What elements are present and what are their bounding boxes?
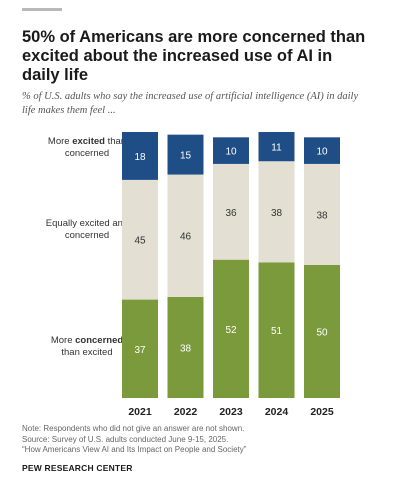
bar-segment-equal-2023 [213, 163, 249, 260]
x-tick-label-2021: 2021 [128, 406, 152, 418]
data-label-concerned-2021: 37 [134, 345, 146, 356]
bar-segment-excited-2024 [258, 132, 295, 162]
legend-label-excited: More excited than concerned [47, 136, 127, 159]
note-line: Note: Respondents who did not give an an… [22, 424, 245, 433]
data-label-concerned-2024: 51 [271, 326, 283, 337]
bar-segment-excited-2025 [304, 137, 340, 164]
data-label-excited-2024: 11 [271, 143, 282, 154]
data-label-excited-2022: 15 [180, 151, 192, 162]
report-title-line: “How Americans View AI and Its Impact on… [22, 445, 247, 454]
stacked-bar-chart: 37 45 18 2021 38 46 15 2022 52 36 10 2023 51 38 11 2024… [122, 132, 340, 418]
x-tick-label-2024: 2024 [265, 406, 289, 418]
bar-segment-concerned-2021 [122, 299, 158, 398]
data-label-concerned-2025: 50 [316, 328, 328, 339]
legend-label-concerned: More concerned than excited [50, 335, 124, 358]
bar-segment-concerned-2022 [167, 296, 204, 398]
data-label-equal-2022: 46 [180, 232, 192, 243]
bar-segment-equal-2024 [258, 161, 295, 263]
chart-title: 50% of Americans are more concerned than… [22, 28, 366, 84]
data-label-equal-2025: 38 [316, 210, 328, 221]
bar-segment-excited-2021 [122, 132, 158, 180]
bar-segment-excited-2022 [167, 134, 204, 175]
bar-segment-concerned-2025 [304, 265, 340, 398]
x-tick-label-2023: 2023 [219, 406, 243, 418]
data-label-excited-2023: 10 [225, 147, 237, 158]
legend-label-equal: Equally excited and concerned [45, 218, 129, 241]
data-label-concerned-2022: 38 [180, 343, 192, 354]
data-label-equal-2023: 36 [225, 208, 237, 219]
data-label-excited-2025: 10 [316, 147, 328, 158]
x-tick-label-2025: 2025 [310, 406, 334, 418]
top-rule [22, 8, 62, 11]
bar-segment-equal-2025 [304, 163, 340, 265]
chart-subtitle: % of U.S. adults who say the increased u… [22, 91, 359, 116]
bar-segment-concerned-2023 [213, 259, 249, 398]
data-label-concerned-2023: 52 [225, 325, 237, 336]
data-label-equal-2021: 45 [134, 236, 146, 247]
x-tick-label-2022: 2022 [174, 406, 198, 418]
bar-segment-concerned-2024 [258, 262, 295, 398]
bar-segment-equal-2021 [122, 179, 158, 300]
notes: Note: Respondents who did not give an an… [22, 424, 382, 456]
data-label-equal-2024: 38 [271, 208, 283, 219]
data-label-excited-2021: 18 [134, 152, 146, 163]
brand-logo-text: PEW RESEARCH CENTER [22, 463, 133, 473]
bar-segment-excited-2023 [213, 137, 249, 164]
bar-segment-equal-2022 [167, 174, 204, 297]
source-line: Source: Survey of U.S. adults conducted … [22, 434, 229, 444]
